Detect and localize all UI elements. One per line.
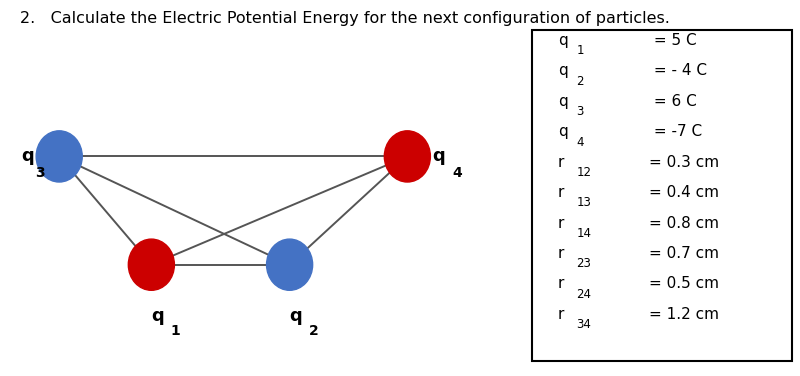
Text: q: q [558, 124, 568, 139]
Text: 3: 3 [35, 166, 45, 180]
Text: = 5 C: = 5 C [649, 33, 697, 48]
Text: q: q [558, 64, 568, 79]
Text: q: q [151, 308, 164, 326]
Text: 23: 23 [577, 257, 591, 270]
Text: q: q [558, 33, 568, 48]
Text: r: r [558, 215, 564, 230]
Ellipse shape [36, 131, 82, 182]
Ellipse shape [128, 239, 174, 290]
Text: q: q [433, 147, 446, 165]
Text: q: q [290, 308, 302, 326]
Ellipse shape [266, 239, 313, 290]
Text: r: r [558, 276, 564, 291]
Text: = - 4 C: = - 4 C [649, 64, 707, 79]
FancyBboxPatch shape [532, 30, 792, 361]
Text: 2: 2 [577, 75, 584, 88]
Text: 3: 3 [577, 105, 584, 118]
Text: r: r [558, 246, 564, 261]
Text: r: r [558, 307, 564, 322]
Text: r: r [558, 155, 564, 170]
Text: 24: 24 [577, 288, 591, 301]
Text: 2.   Calculate the Electric Potential Energy for the next configuration of parti: 2. Calculate the Electric Potential Ener… [20, 11, 670, 26]
Text: 4: 4 [577, 136, 584, 149]
Text: 4: 4 [452, 166, 462, 180]
Text: = 6 C: = 6 C [649, 94, 697, 109]
Text: = 1.2 cm: = 1.2 cm [649, 307, 719, 322]
Text: 12: 12 [577, 166, 591, 179]
Text: 1: 1 [171, 324, 181, 338]
Text: 2: 2 [309, 324, 319, 338]
Text: 34: 34 [577, 318, 591, 331]
Text: = 0.4 cm: = 0.4 cm [649, 185, 719, 200]
Text: 13: 13 [577, 196, 591, 209]
Text: = 0.7 cm: = 0.7 cm [649, 246, 719, 261]
Text: q: q [558, 94, 568, 109]
Text: q: q [21, 147, 34, 165]
Text: = 0.8 cm: = 0.8 cm [649, 215, 719, 230]
Text: r: r [558, 185, 564, 200]
Text: 14: 14 [577, 227, 591, 240]
Text: = 0.3 cm: = 0.3 cm [649, 155, 719, 170]
Ellipse shape [384, 131, 430, 182]
Text: = 0.5 cm: = 0.5 cm [649, 276, 719, 291]
Text: = -7 C: = -7 C [649, 124, 702, 139]
Text: 1: 1 [577, 44, 584, 57]
